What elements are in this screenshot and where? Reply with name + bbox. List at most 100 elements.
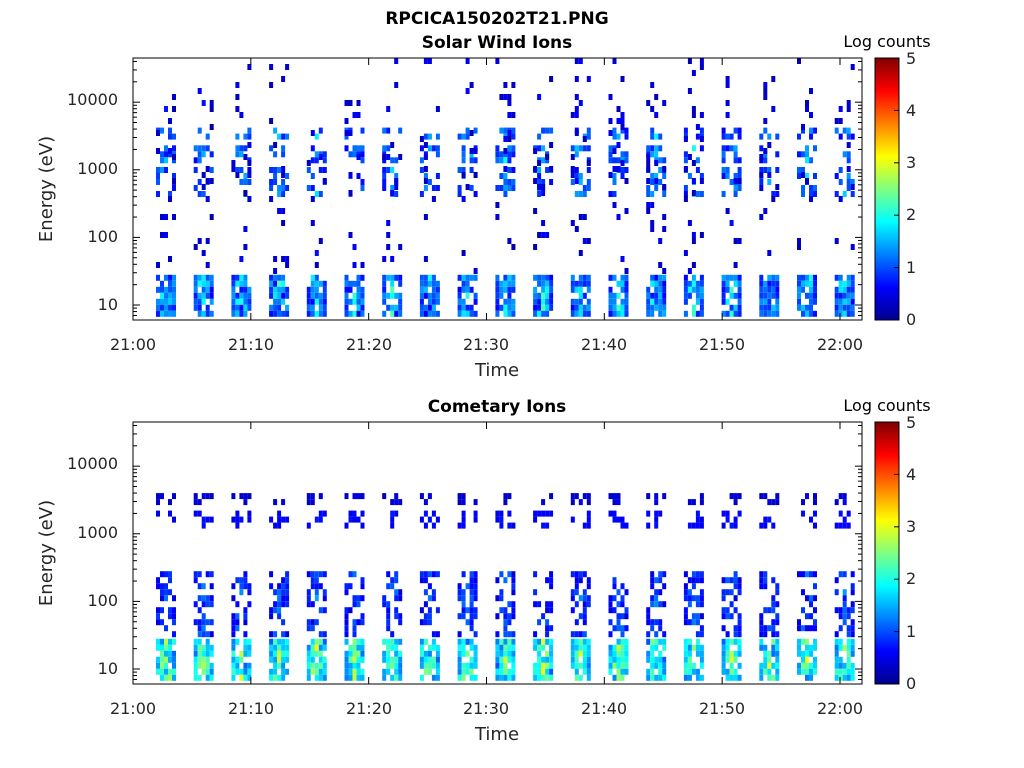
spectrogram-cell (586, 298, 591, 305)
spectrogram-cell (243, 644, 248, 651)
spectrogram-cell (499, 157, 504, 164)
spectrogram-cell (624, 133, 629, 140)
spectrogram-cell (695, 522, 700, 529)
spectrogram-cell (838, 625, 843, 632)
spectrogram-cell (511, 644, 516, 651)
spectrogram-cell (729, 662, 734, 669)
spectrogram-cell (269, 196, 274, 202)
spectrogram-cell (545, 625, 550, 632)
spectrogram-cell (662, 173, 667, 179)
spectrogram-cell (352, 650, 357, 657)
spectrogram-cell (759, 625, 764, 632)
spectrogram-cell (239, 493, 244, 500)
cometary-cbtick-2: 2 (906, 569, 916, 588)
spectrogram-cell (457, 631, 462, 638)
spectrogram-cell (239, 292, 244, 299)
spectrogram-cell (838, 668, 843, 675)
spectrogram-cell (809, 157, 813, 164)
spectrogram-cell (775, 631, 780, 638)
spectrogram-cell (465, 184, 470, 190)
spectrogram-cell (306, 286, 311, 293)
spectrogram-cell (314, 674, 319, 681)
spectrogram-cell (511, 601, 516, 608)
spectrogram-cell (771, 310, 776, 317)
spectrogram-cell (344, 589, 349, 596)
spectrogram-cell (277, 516, 282, 523)
spectrogram-cell (322, 589, 327, 596)
spectrogram-cell (650, 202, 655, 208)
spectrogram-cell (646, 185, 651, 191)
spectrogram-cell (348, 286, 353, 293)
spectrogram-cell (419, 493, 424, 500)
spectrogram-cell (243, 650, 248, 657)
spectrogram-cell (658, 656, 663, 663)
spectrogram-cell (193, 493, 198, 500)
spectrogram-cell (507, 238, 512, 244)
spectrogram-cell (586, 577, 591, 584)
spectrogram-cell (427, 571, 432, 578)
spectrogram-cell (495, 644, 500, 651)
spectrogram-cell (662, 644, 667, 651)
spectrogram-cell (156, 148, 160, 154)
spectrogram-cell (801, 650, 805, 657)
spectrogram-cell (197, 638, 202, 645)
spectrogram-cell (767, 499, 772, 506)
spectrogram-cell (809, 601, 813, 608)
spectrogram-cell (721, 662, 726, 669)
spectrogram-cell (419, 607, 424, 614)
panel-title-solar-wind: Solar Wind Ions (422, 33, 573, 53)
spectrogram-cell (658, 304, 663, 311)
spectrogram-cell (394, 493, 399, 500)
spectrogram-cell (570, 280, 575, 287)
spectrogram-cell (503, 625, 508, 632)
spectrogram-cell (699, 298, 704, 305)
spectrogram-cell (683, 191, 688, 197)
spectrogram-cell (360, 668, 365, 675)
spectrogram-cell (419, 191, 424, 197)
spectrogram-cell (650, 571, 655, 578)
spectrogram-cell (771, 280, 776, 287)
spectrogram-cell (850, 292, 855, 299)
spectrogram-cell (507, 656, 512, 663)
spectrogram-cell (846, 304, 851, 311)
spectrogram-cell (616, 304, 621, 311)
spectrogram-cell (499, 656, 504, 663)
spectrogram-cell (197, 157, 202, 164)
spectrogram-cell (398, 656, 403, 663)
spectrogram-cell (511, 179, 516, 185)
spectrogram-cell (813, 607, 817, 614)
spectrogram-cell (842, 286, 847, 293)
spectrogram-cell (695, 674, 700, 681)
spectrogram-cell (390, 292, 395, 299)
spectrogram-cell (763, 310, 768, 317)
spectrogram-cell (503, 638, 508, 645)
spectrogram-cell (398, 298, 403, 305)
spectrogram-cell (360, 298, 365, 305)
spectrogram-cell (721, 133, 726, 140)
spectrogram-cell (650, 583, 655, 590)
spectrogram-cell (344, 656, 349, 663)
spectrogram-cell (318, 280, 323, 287)
spectrogram-cell (586, 583, 591, 590)
spectrogram-cell (767, 656, 772, 663)
spectrogram-cell (683, 286, 688, 293)
spectrogram-cell (834, 238, 839, 244)
spectrogram-cell (473, 191, 478, 197)
spectrogram-cell (457, 613, 462, 620)
spectrogram-cell (201, 644, 206, 651)
spectrogram-cell (578, 292, 583, 299)
spectrogram-cell (582, 191, 587, 197)
spectrogram-cell (314, 516, 319, 523)
spectrogram-cell (164, 304, 168, 311)
spectrogram-cell (699, 656, 704, 663)
spectrogram-cell (168, 571, 172, 578)
spectrogram-cell (771, 662, 776, 669)
spectrogram-cell (646, 656, 651, 663)
spectrogram-cell (846, 638, 851, 645)
spectrogram-cell (285, 64, 290, 70)
spectrogram-cell (683, 310, 688, 317)
spectrogram-cell (231, 613, 236, 620)
spectrogram-cell (658, 310, 663, 317)
spectrogram-cell (834, 292, 839, 299)
spectrogram-cell (695, 124, 700, 130)
